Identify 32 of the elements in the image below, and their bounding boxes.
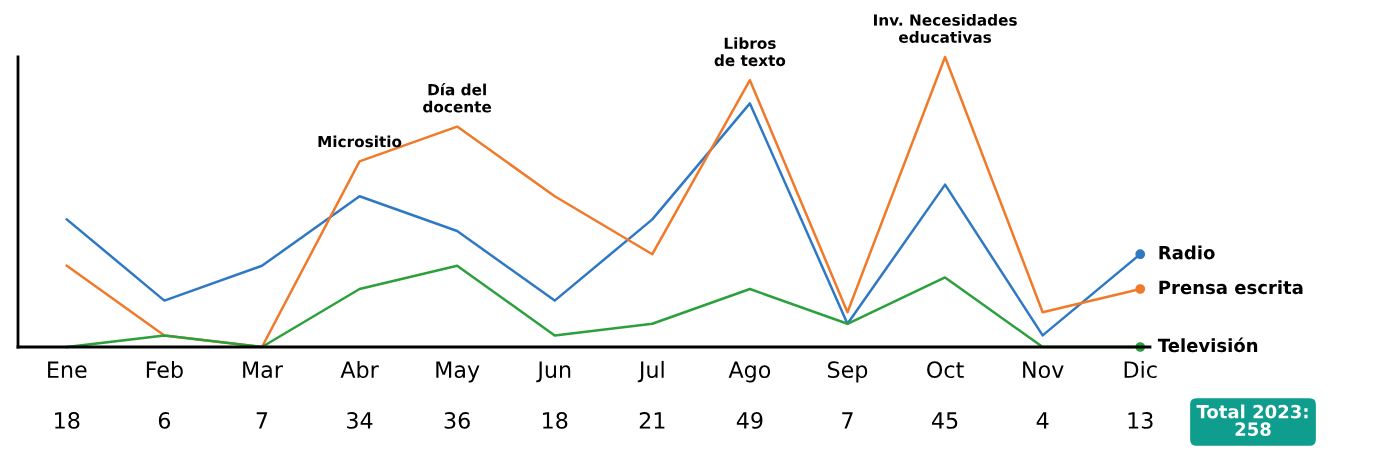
text: 7 — [256, 412, 268, 429]
x-tick-label: Ago — [728, 361, 771, 383]
text: 18 — [55, 412, 80, 429]
text: 49 — [736, 412, 763, 429]
annotation: Inv. Necesidades educativas — [874, 14, 1017, 43]
x-tick-label: Jun — [536, 361, 571, 383]
text: 21 — [639, 412, 665, 429]
series-label: Televisión — [1157, 337, 1258, 353]
x-tick-label: Nov — [1023, 361, 1064, 379]
text: Total 2023: 258 — [1196, 404, 1308, 436]
x-tick-label: May — [436, 361, 480, 383]
x-tick-label: Abr — [340, 360, 379, 379]
annotation: Micrositio — [318, 135, 402, 148]
x-tick-label: Sep — [828, 361, 868, 383]
text: 18 — [543, 412, 568, 429]
annotation: Libros de texto — [714, 37, 786, 67]
x-tick-label: Ene — [48, 361, 87, 379]
x-tick-label: Dic — [1124, 360, 1157, 379]
text: 45 — [932, 412, 958, 429]
series-label: Prensa escrita — [1159, 280, 1303, 295]
annotation: Día del docente — [423, 82, 492, 113]
x-tick-label: Mar — [243, 361, 283, 379]
text: 6 — [158, 412, 171, 429]
text: 13 — [1128, 412, 1153, 429]
x-tick-label: Oct — [927, 361, 964, 379]
series-label: Radio — [1159, 245, 1215, 260]
text: 4 — [1036, 412, 1049, 429]
x-tick-label: Feb — [146, 360, 183, 379]
text: 34 — [347, 412, 373, 429]
x-tick-label: Jul — [637, 360, 664, 383]
text: 36 — [444, 412, 470, 429]
text: 7 — [842, 412, 853, 429]
